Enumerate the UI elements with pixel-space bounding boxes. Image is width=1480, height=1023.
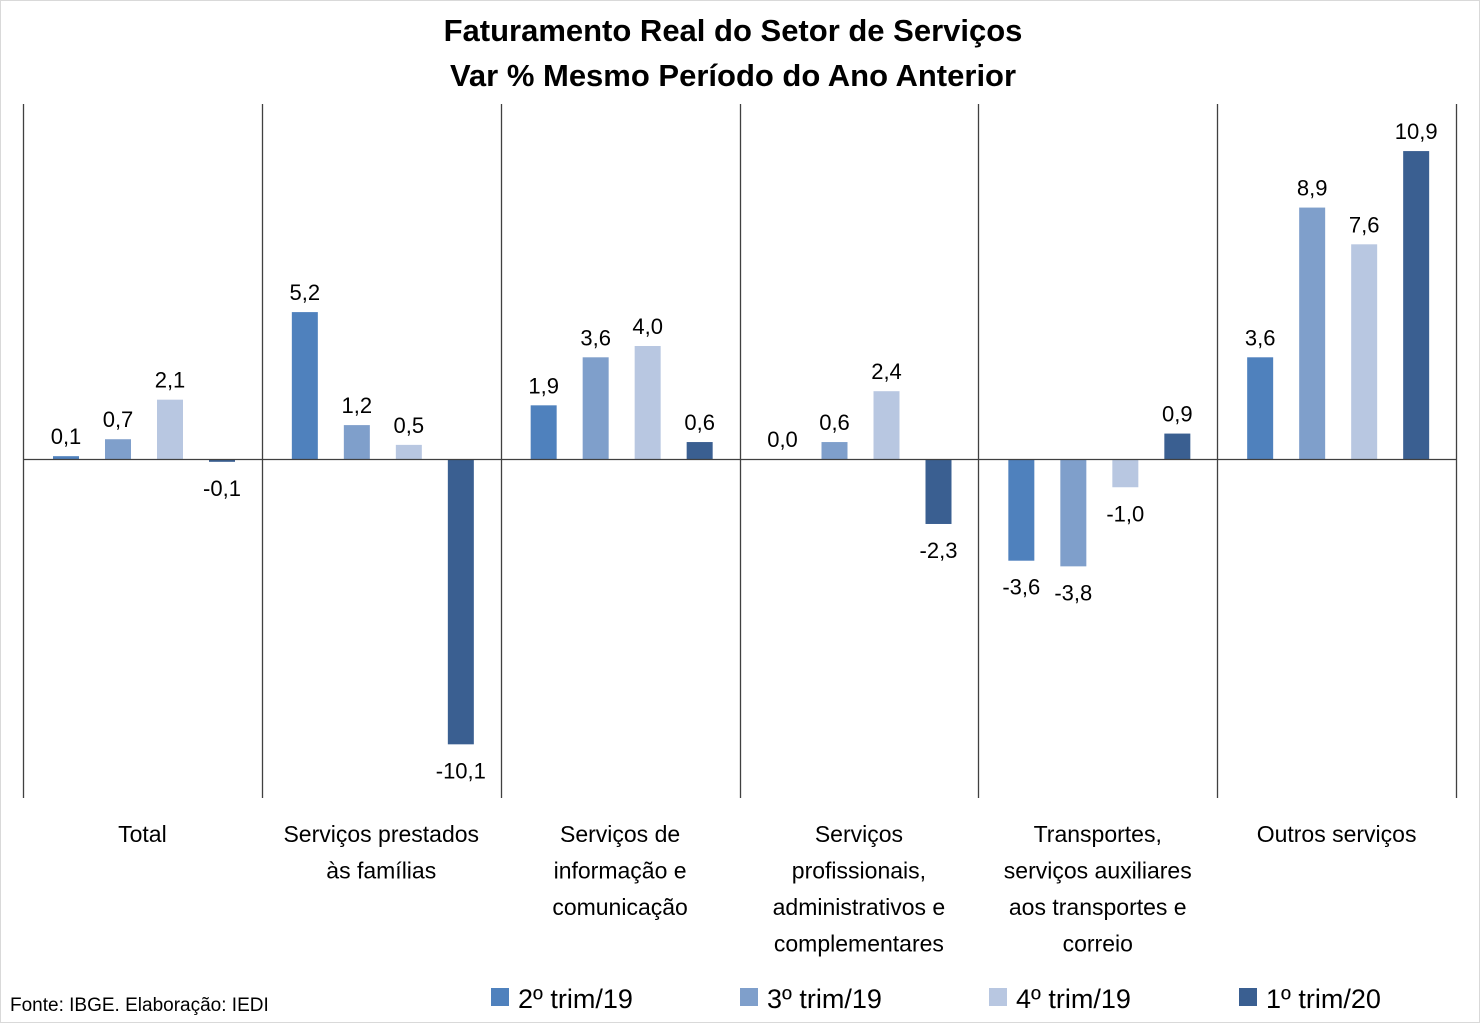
data-label: 8,9 <box>1297 176 1328 201</box>
category-label: aos transportes e <box>1009 894 1187 920</box>
bar-3-1 <box>157 399 183 459</box>
bar-3-2 <box>395 444 422 459</box>
category-label: serviços auxiliares <box>1004 858 1192 884</box>
data-label: -1,0 <box>1106 501 1144 526</box>
legend-swatch <box>1239 988 1257 1006</box>
category-label: profissionais, <box>792 858 926 884</box>
data-label: 0,6 <box>684 410 715 435</box>
bar-1-2 <box>291 312 318 459</box>
data-label: 10,9 <box>1395 119 1438 144</box>
legend-swatch <box>989 988 1007 1006</box>
bar-2-6 <box>1299 207 1326 459</box>
data-label: 0,6 <box>819 410 850 435</box>
data-label: 5,2 <box>290 280 321 305</box>
data-label: -3,6 <box>1002 575 1040 600</box>
data-label: 1,9 <box>528 373 559 398</box>
data-label: 0,9 <box>1162 402 1193 427</box>
bars <box>53 151 1430 745</box>
data-label: 1,2 <box>342 393 373 418</box>
legend-swatch <box>491 988 509 1006</box>
data-label: 0,0 <box>767 427 798 452</box>
bar-3-6 <box>1351 244 1378 459</box>
bar-2-3 <box>582 357 609 459</box>
chart-title-line-2: Var % Mesmo Período do Ano Anterior <box>450 58 1016 93</box>
legend-label: 3º trim/19 <box>767 984 882 1014</box>
category-label: Transportes, <box>1034 821 1162 847</box>
data-label: 0,7 <box>103 407 134 432</box>
data-label: 7,6 <box>1349 212 1380 237</box>
legend-label: 4º trim/19 <box>1016 984 1131 1014</box>
data-label: 4,0 <box>632 314 663 339</box>
category-label: Serviços de <box>560 821 680 847</box>
bar-2-2 <box>343 425 370 459</box>
data-label: 0,5 <box>394 413 425 438</box>
bar-4-4 <box>925 459 952 524</box>
legend-label: 2º trim/19 <box>518 984 633 1014</box>
category-label: Total <box>118 821 167 847</box>
category-label: Outros serviços <box>1257 821 1417 847</box>
data-label: 2,1 <box>155 368 186 393</box>
chart-title-line-1: Faturamento Real do Setor de Serviços <box>444 13 1023 48</box>
category-label: administrativos e <box>773 894 946 920</box>
legend-swatch <box>740 988 758 1006</box>
chart-title: Faturamento Real do Setor de Serviços Va… <box>444 13 1023 93</box>
bar-4-2 <box>447 459 474 745</box>
bar-3-4 <box>873 391 900 459</box>
data-label: -10,1 <box>436 758 486 783</box>
legend-label: 1º trim/20 <box>1266 984 1381 1014</box>
legend: 2º trim/19 3º trim/19 4º trim/19 1º trim/20 <box>491 984 1381 1014</box>
data-label: -2,3 <box>920 538 958 563</box>
data-labels: 0,1 5,2 1,9 0,0 -3,6 3,6 0,7 1,2 3,6 0,6 -3,8 8,9 2,… <box>51 119 1438 783</box>
category-dividers <box>22 104 1458 798</box>
bar-3-5 <box>1112 459 1139 488</box>
data-label: -0,1 <box>203 476 241 501</box>
source-note: Fonte: IBGE. Elaboração: IEDI <box>10 995 269 1016</box>
bar-4-1 <box>209 459 235 462</box>
bar-4-3 <box>686 442 713 459</box>
bar-2-5 <box>1060 459 1087 567</box>
category-label: complementares <box>774 931 944 957</box>
category-labels: Total Serviços prestados às famílias Serviç… <box>118 821 1416 957</box>
bar-2-4 <box>821 442 848 459</box>
bar-2-1 <box>105 439 131 459</box>
bar-4-6 <box>1403 151 1430 459</box>
category-label: às famílias <box>326 858 436 884</box>
data-label: 0,1 <box>51 424 82 449</box>
data-label: 3,6 <box>1245 325 1276 350</box>
bar-1-3 <box>530 405 557 459</box>
data-label: 3,6 <box>580 325 611 350</box>
category-label: correio <box>1063 931 1133 957</box>
bar-3-3 <box>634 346 661 459</box>
bar-4-5 <box>1164 433 1191 459</box>
category-label: informação e <box>554 858 687 884</box>
category-label: Serviços <box>815 821 903 847</box>
bar-1-1 <box>53 456 79 459</box>
category-label: Serviços prestados <box>283 821 479 847</box>
bar-1-6 <box>1247 357 1274 459</box>
data-label: 2,4 <box>871 359 902 384</box>
data-label: -3,8 <box>1054 580 1092 605</box>
bar-1-5 <box>1008 459 1035 561</box>
category-label: comunicação <box>552 894 688 920</box>
